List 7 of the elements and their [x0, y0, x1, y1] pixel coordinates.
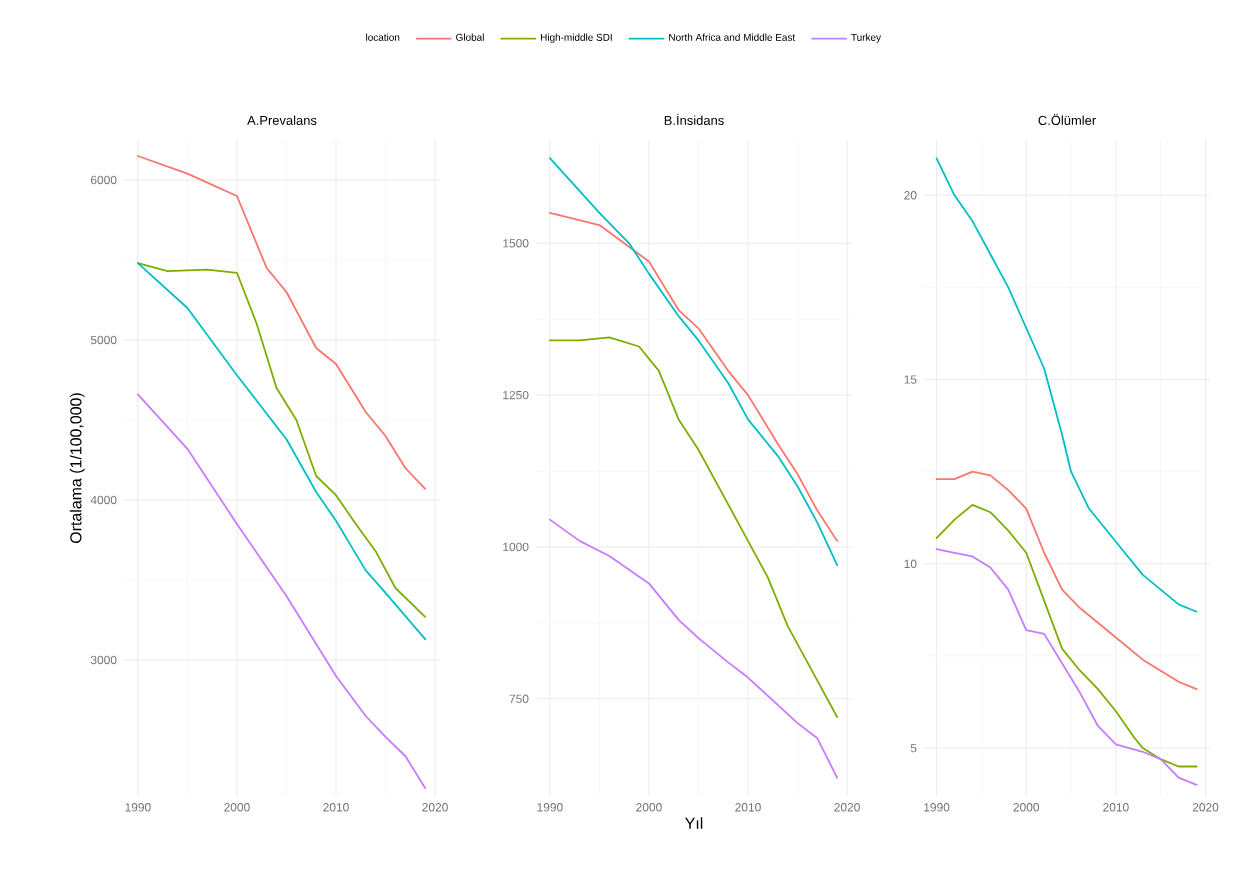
line-series	[548, 157, 839, 567]
line-series	[548, 211, 839, 542]
line-series	[548, 518, 839, 779]
line-series	[548, 336, 839, 718]
line-series	[136, 155, 427, 490]
line-series	[935, 548, 1198, 786]
line-series	[935, 503, 1198, 768]
